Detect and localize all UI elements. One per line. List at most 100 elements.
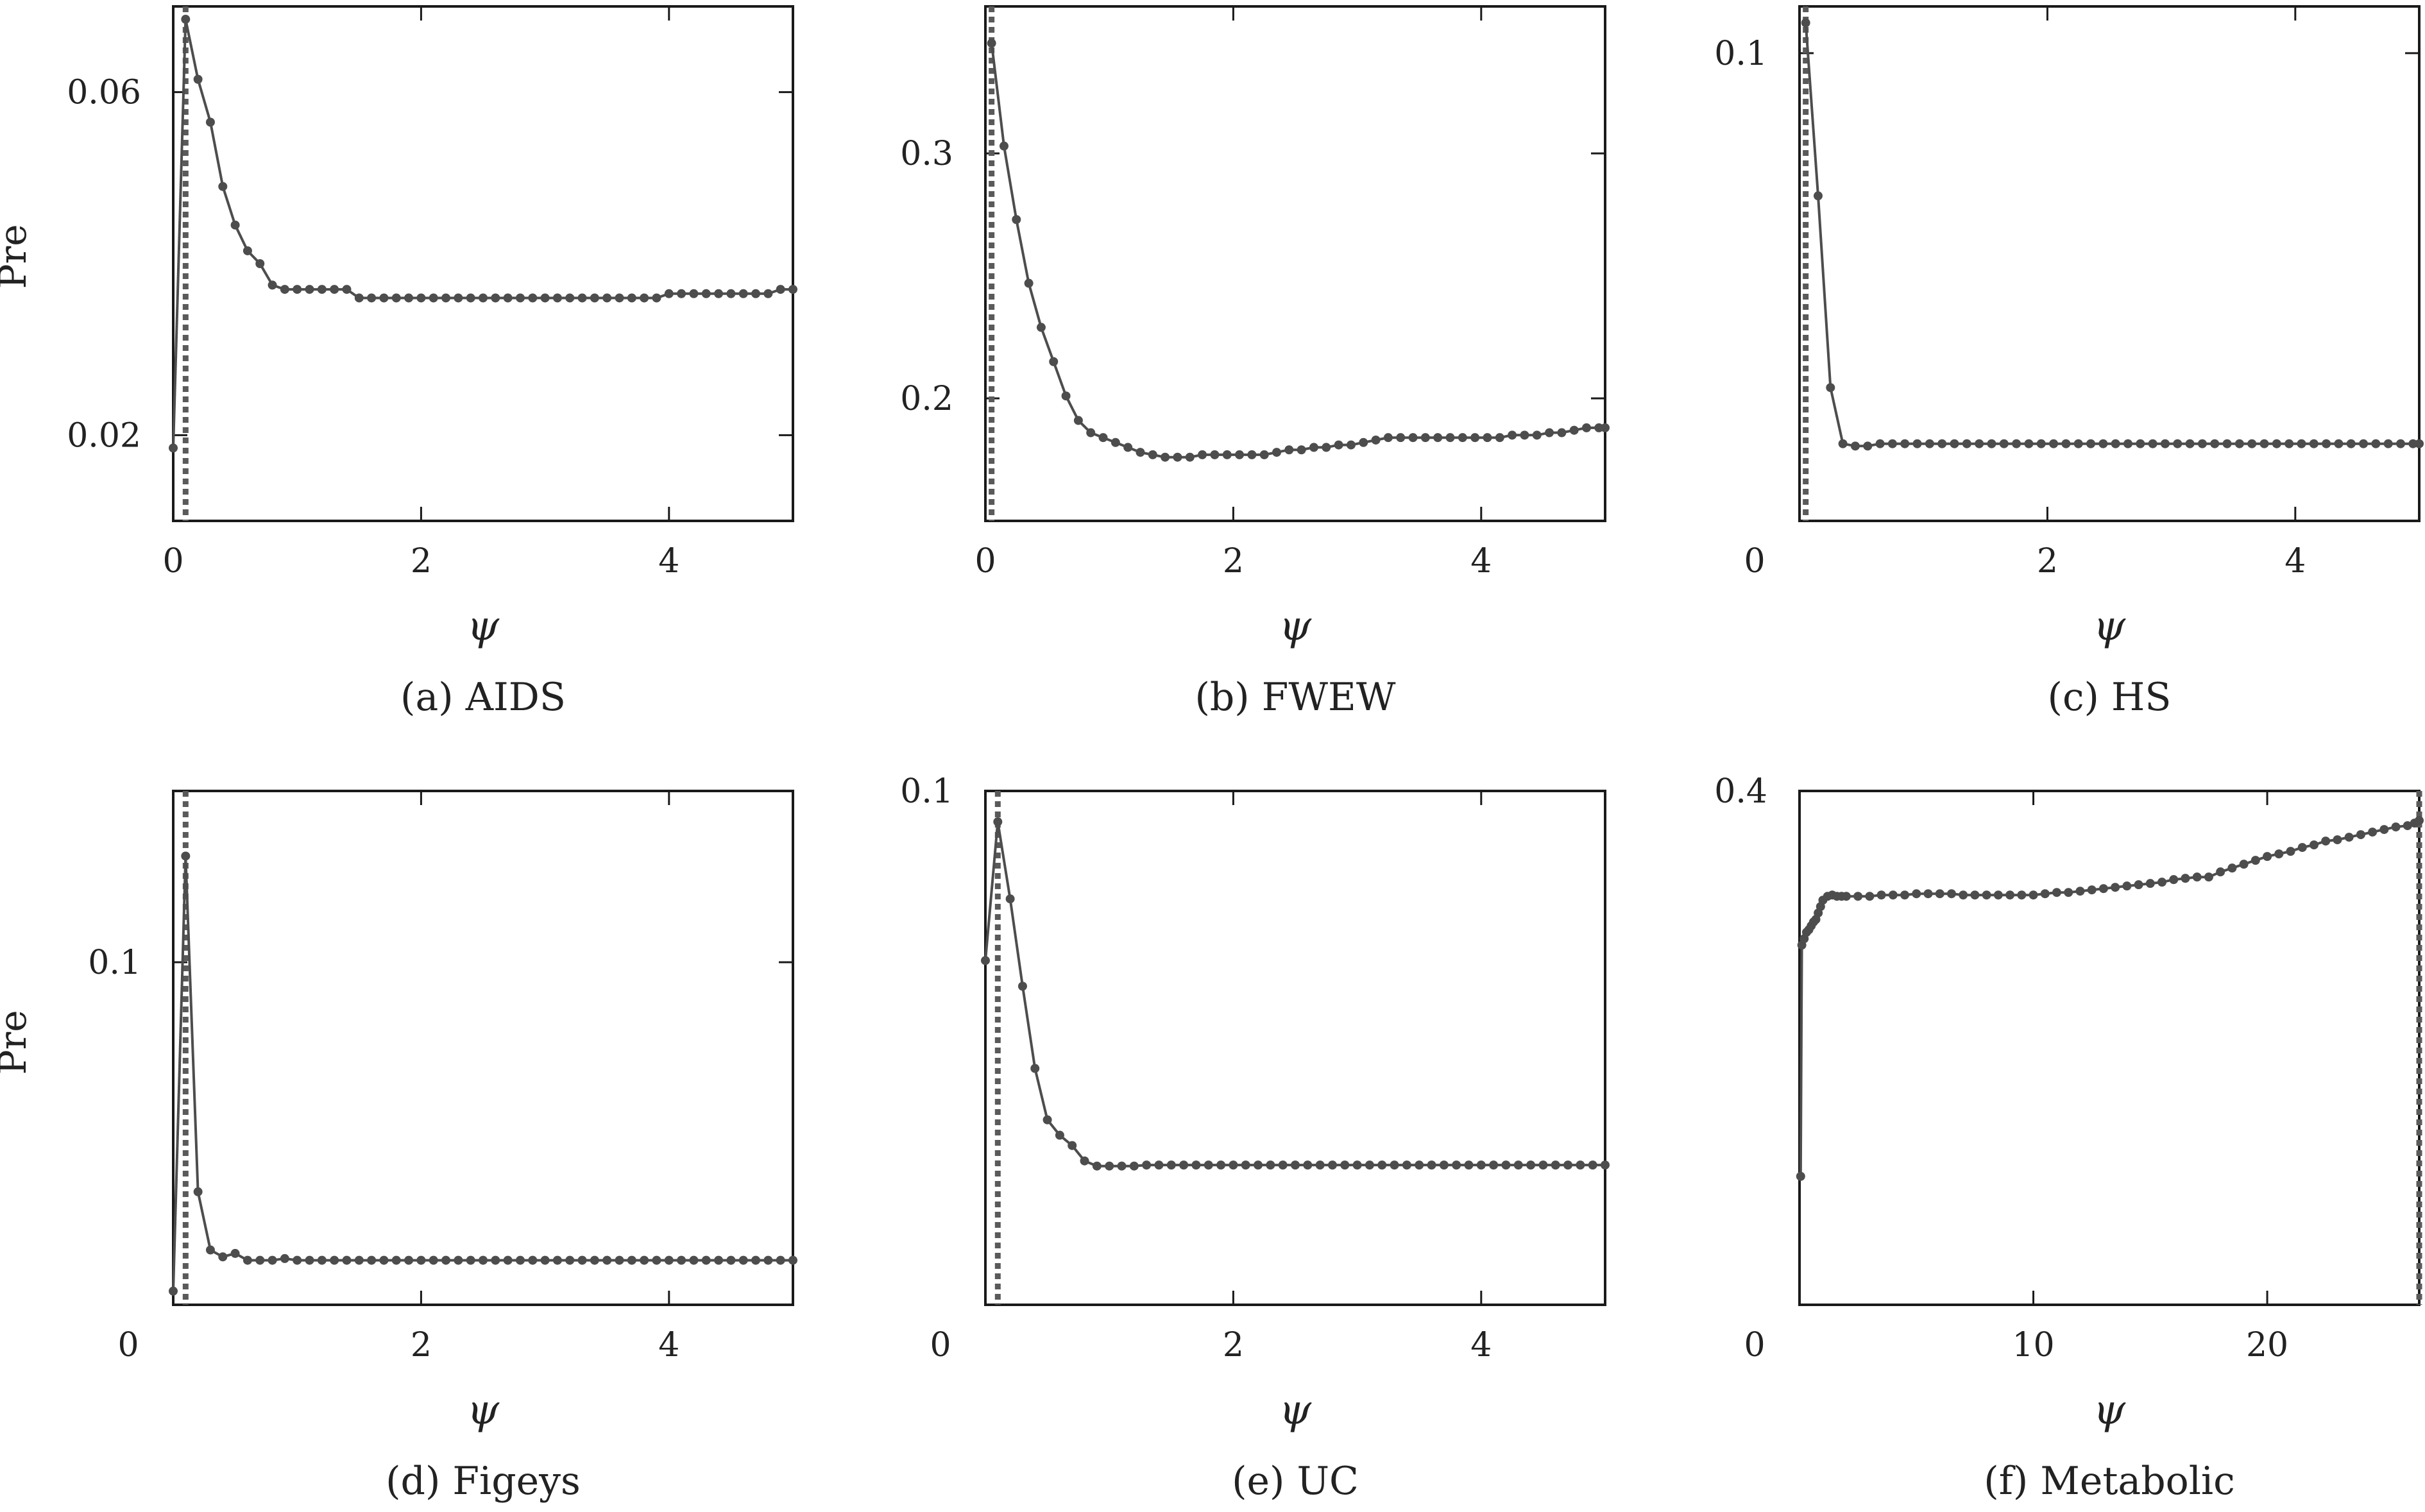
data-point [627,1255,636,1265]
plot-frame [984,790,1606,1306]
data-point [528,1255,538,1265]
data-point [2396,439,2406,448]
origin-label: 0 [1744,542,1765,581]
data-point [2098,439,2108,448]
data-point [1365,1160,1374,1170]
data-point [1272,448,1282,457]
y-axis-label: Pre [0,224,35,289]
data-point [2272,439,2281,448]
data-point [1216,1160,1226,1170]
data-point [1309,443,1318,452]
data-point [1946,889,1956,899]
data-point [379,1255,389,1265]
data-point [1259,450,1269,459]
data-point [677,289,686,298]
data-point [1520,430,1529,440]
data-point [1017,981,1027,991]
data-point [1142,1160,1152,1170]
panel-figeys: 2 4 0.1 0 ψ Pre (d) Figeys [0,790,797,1504]
data-point [1340,1160,1350,1170]
data-point [714,289,724,298]
data-point [479,1255,488,1265]
data-point [2227,863,2237,873]
data-point [2148,439,2157,448]
data-point [577,1255,587,1265]
data-point [1476,1160,1486,1170]
data-point [268,1255,277,1265]
data-point [1061,391,1071,401]
data-point [2391,822,2401,832]
data-point [2111,883,2120,892]
data-point [2383,439,2393,448]
data-point [1452,1160,1461,1170]
data-point [404,1255,414,1265]
data-point [2297,843,2307,853]
data-point [1863,441,1873,451]
data-point [2086,439,2096,448]
data-point [255,259,265,268]
data-point [2371,439,2381,448]
data-point [205,117,215,127]
data-point [2064,888,2073,897]
data-point [242,246,252,255]
data-point [627,293,636,303]
data-point [2297,439,2306,448]
data-point [1594,423,1604,432]
x-tick-label: 0 [162,542,183,581]
data-point [515,293,525,303]
x-axis-label: ψ [467,1386,500,1434]
data-point [2173,439,2182,448]
data-point [1433,433,1443,443]
series-line [1799,819,2420,1176]
data-point [1080,1156,1089,1166]
data-point [1154,1160,1164,1170]
data-point [379,293,389,303]
data-point [2321,837,2331,846]
data-point [169,1286,178,1296]
data-point [1563,1160,1573,1170]
data-point [776,285,785,294]
series-line [990,43,1605,459]
data-point [1464,1160,1474,1170]
data-point [738,1255,748,1265]
data-point [2036,439,2046,448]
y-tick-label: 0.1 [900,772,953,811]
data-point [2408,439,2418,448]
data-point [1445,433,1455,443]
data-point [565,293,575,303]
data-point [689,289,699,298]
data-point [1483,433,1492,443]
data-point [2239,860,2249,869]
data-point [2368,828,2378,837]
data-point [1427,1160,1436,1170]
data-point [416,293,426,303]
data-point [1801,18,1810,28]
data-point [1179,1160,1189,1170]
data-point [1161,452,1170,462]
data-point [280,1253,289,1263]
data-point [2169,875,2179,885]
data-point [1204,1160,1213,1170]
data-point [640,1255,649,1265]
x-tick-label: 0 [974,542,996,581]
data-point [1024,278,1034,288]
data-point [342,1255,352,1265]
data-point [1557,428,1567,437]
data-point [677,1255,686,1265]
data-point [230,220,240,230]
data-point [1545,428,1554,437]
data-point [1959,890,1968,900]
x-tick-label: 4 [1470,542,1492,581]
data-point [2309,439,2319,448]
data-point [640,293,649,303]
x-tick-label: 2 [411,542,432,581]
data-point [1105,1161,1114,1171]
data-point [491,293,500,303]
data-point [788,285,797,294]
data-point [2052,888,2061,897]
data-point [193,74,203,84]
data-point [528,293,538,303]
data-point [1408,433,1418,443]
origin-label: 0 [117,1326,139,1364]
data-point [1601,423,1610,432]
